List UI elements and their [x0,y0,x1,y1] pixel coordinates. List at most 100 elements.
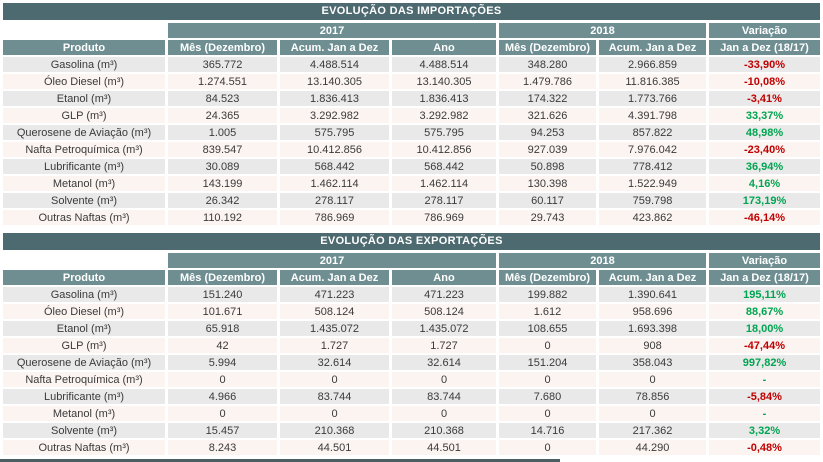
value-cell: 908 [599,338,707,353]
value-cell: 60.117 [499,193,596,208]
column-header-row: Produto Mês (Dezembro) Acum. Jan a Dez Ano M… [3,270,821,285]
value-cell: 32.614 [392,355,496,370]
value-cell: 1.727 [392,338,496,353]
value-cell: 1.693.398 [599,321,707,336]
variation-cell: 4,16% [709,176,821,191]
value-cell: 0 [168,406,277,421]
column-header-acum-2018: Acum. Jan a Dez [599,40,707,55]
variation-cell: 3,32% [709,423,821,438]
variation-cell: -33,90% [709,57,821,72]
value-cell: 759.798 [599,193,707,208]
value-cell: 11.816.385 [599,74,707,89]
value-cell: 110.192 [168,210,277,225]
value-cell: 130.398 [499,176,596,191]
group-header-2018: 2018 [499,23,707,38]
value-cell: 217.362 [599,423,707,438]
value-cell: 151.240 [168,287,277,302]
table-row: Gasolina (m³) 151.240 471.223 471.223 199.88… [3,287,821,302]
group-header-spacer [3,23,165,38]
table-row: Óleo Diesel (m³) 101.671 508.124 508.124 1.6… [3,304,821,319]
column-header-variacao: Jan a Dez (18/17) [709,40,821,55]
imports-table-section: EVOLUÇÃO DAS IMPORTAÇÕES 2017 2018 Variaçã… [0,3,823,227]
value-cell: 0 [168,372,277,387]
table-row: Solvente (m³) 15.457 210.368 210.368 14.716 2… [3,423,821,438]
variation-cell: 195,11% [709,287,821,302]
table-row: Metanol (m³) 0 0 0 0 0- [3,406,821,421]
value-cell: 958.696 [599,304,707,319]
table-row: Gasolina (m³) 365.772 4.488.514 4.488.514 34… [3,57,821,72]
value-cell: 44.290 [599,440,707,455]
value-cell: 143.199 [168,176,277,191]
value-cell: 1.612 [499,304,596,319]
group-header-2018: 2018 [499,253,707,268]
product-cell: Etanol (m³) [3,321,165,336]
product-cell: Gasolina (m³) [3,57,165,72]
value-cell: 24.365 [168,108,277,123]
table-row: Etanol (m³) 84.523 1.836.413 1.836.413 174.3… [3,91,821,106]
value-cell: 0 [499,406,596,421]
value-cell: 13.140.305 [280,74,389,89]
table-row: Querosene de Aviação (m³) 5.994 32.614 32.6… [3,355,821,370]
value-cell: 101.671 [168,304,277,319]
value-cell: 94.253 [499,125,596,140]
variation-cell: 173,19% [709,193,821,208]
value-cell: 568.442 [392,159,496,174]
value-cell: 0 [392,406,496,421]
product-cell: Querosene de Aviação (m³) [3,355,165,370]
variation-cell: -5,84% [709,389,821,404]
product-cell: Lubrificante (m³) [3,389,165,404]
column-header-produto: Produto [3,270,165,285]
value-cell: 1.435.072 [280,321,389,336]
column-header-ano: Ano [392,270,496,285]
value-cell: 151.204 [499,355,596,370]
value-cell: 0 [499,440,596,455]
value-cell: 927.039 [499,142,596,157]
value-cell: 13.140.305 [392,74,496,89]
table-row: Óleo Diesel (m³) 1.274.551 13.140.305 13.14… [3,74,821,89]
table-row: GLP (m³) 24.365 3.292.982 3.292.982 321.626 4… [3,108,821,123]
group-header-variacao: Variação [709,23,821,38]
value-cell: 44.501 [280,440,389,455]
value-cell: 32.614 [280,355,389,370]
value-cell: 278.117 [392,193,496,208]
product-cell: Querosene de Aviação (m³) [3,125,165,140]
value-cell: 0 [280,372,389,387]
product-cell: Óleo Diesel (m³) [3,74,165,89]
product-cell: Lubrificante (m³) [3,159,165,174]
variation-cell: -47,44% [709,338,821,353]
value-cell: 471.223 [392,287,496,302]
value-cell: 7.976.042 [599,142,707,157]
variation-cell: -3,41% [709,91,821,106]
value-cell: 0 [599,406,707,421]
variation-cell: -23,40% [709,142,821,157]
value-cell: 44.501 [392,440,496,455]
value-cell: 321.626 [499,108,596,123]
value-cell: 10.412.856 [392,142,496,157]
value-cell: 1.727 [280,338,389,353]
variation-cell: 18,00% [709,321,821,336]
value-cell: 1.836.413 [392,91,496,106]
product-cell: Metanol (m³) [3,406,165,421]
column-header-acum-2018: Acum. Jan a Dez [599,270,707,285]
value-cell: 199.882 [499,287,596,302]
value-cell: 1.479.786 [499,74,596,89]
table-row: Lubrificante (m³) 4.966 83.744 83.744 7.680 7… [3,389,821,404]
value-cell: 575.795 [280,125,389,140]
variation-cell: 36,94% [709,159,821,174]
value-cell: 278.117 [280,193,389,208]
value-cell: 0 [392,372,496,387]
value-cell: 857.822 [599,125,707,140]
value-cell: 365.772 [168,57,277,72]
group-header-spacer [3,253,165,268]
value-cell: 210.368 [280,423,389,438]
value-cell: 4.391.798 [599,108,707,123]
value-cell: 1.773.766 [599,91,707,106]
variation-cell: 88,67% [709,304,821,319]
value-cell: 50.898 [499,159,596,174]
table-row: Querosene de Aviação (m³) 1.005 575.795 575… [3,125,821,140]
value-cell: 575.795 [392,125,496,140]
value-cell: 348.280 [499,57,596,72]
variation-cell: 33,37% [709,108,821,123]
value-cell: 1.005 [168,125,277,140]
